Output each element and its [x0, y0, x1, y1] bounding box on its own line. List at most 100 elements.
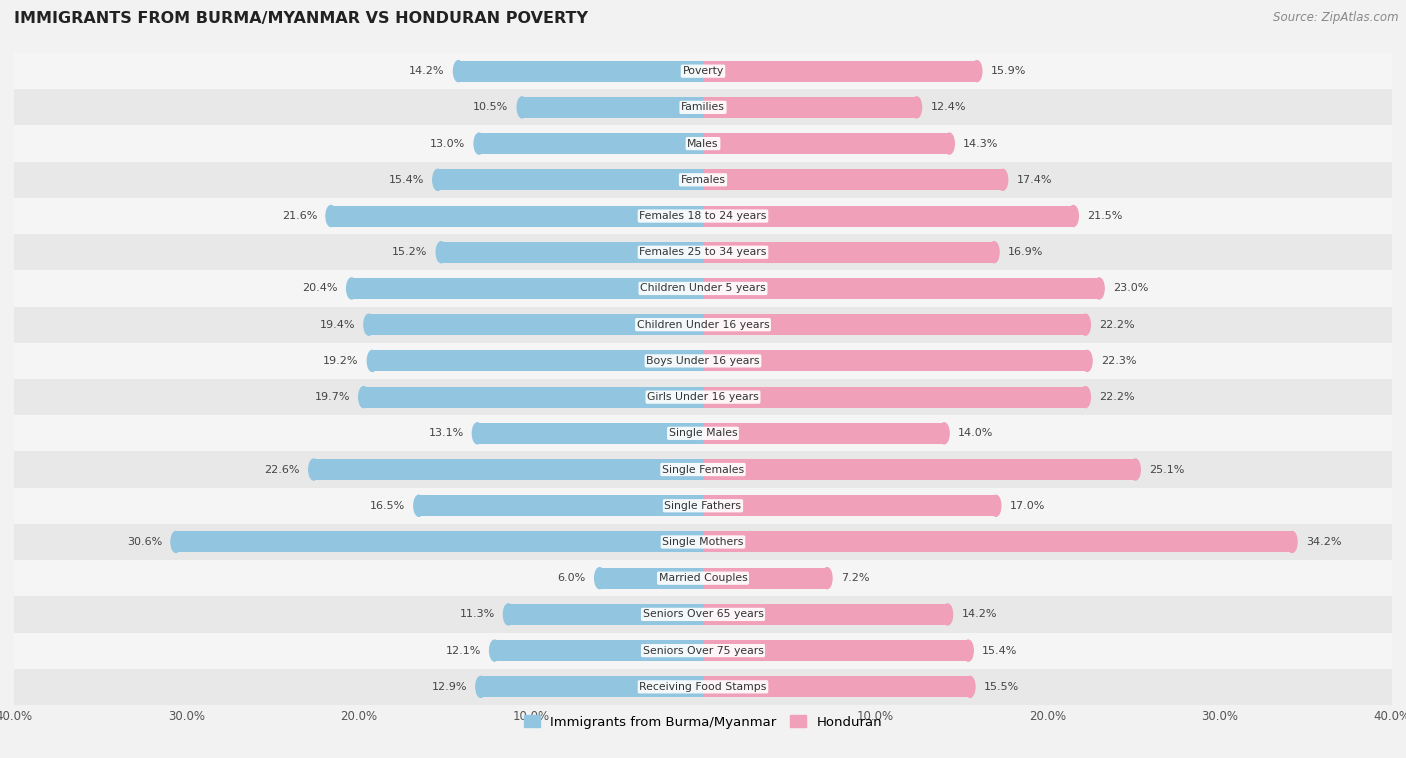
Bar [14, 524, 1392, 560]
Bar [703, 350, 1087, 371]
Text: 23.0%: 23.0% [1114, 283, 1149, 293]
Text: Receiving Food Stamps: Receiving Food Stamps [640, 682, 766, 692]
Circle shape [939, 423, 949, 444]
Bar [14, 632, 1392, 669]
Text: 21.6%: 21.6% [281, 211, 318, 221]
Circle shape [972, 61, 981, 82]
Bar [364, 387, 703, 408]
Bar [703, 133, 949, 154]
Bar [373, 350, 703, 371]
Text: 20.4%: 20.4% [302, 283, 337, 293]
Circle shape [413, 495, 423, 516]
Circle shape [309, 459, 319, 480]
Circle shape [1080, 314, 1091, 335]
Text: 13.0%: 13.0% [430, 139, 465, 149]
Text: Married Couples: Married Couples [658, 573, 748, 583]
Bar [14, 306, 1392, 343]
Bar [330, 205, 703, 227]
Text: 34.2%: 34.2% [1306, 537, 1341, 547]
Circle shape [475, 676, 486, 697]
Bar [509, 604, 703, 625]
Text: 19.4%: 19.4% [319, 320, 356, 330]
Bar [14, 234, 1392, 271]
Circle shape [991, 495, 1001, 516]
Bar [479, 133, 703, 154]
Bar [703, 495, 995, 516]
Bar [14, 669, 1392, 705]
Circle shape [1083, 350, 1092, 371]
Text: Source: ZipAtlas.com: Source: ZipAtlas.com [1274, 11, 1399, 24]
Circle shape [517, 97, 527, 118]
Circle shape [453, 61, 464, 82]
Bar [478, 423, 703, 444]
Text: 12.4%: 12.4% [931, 102, 966, 112]
Circle shape [823, 568, 832, 589]
Bar [14, 379, 1392, 415]
Bar [481, 676, 703, 697]
Circle shape [965, 676, 974, 697]
Circle shape [503, 604, 513, 625]
Bar [419, 495, 703, 516]
Bar [703, 242, 994, 263]
Circle shape [326, 205, 336, 227]
Text: Families: Families [681, 102, 725, 112]
Text: 15.5%: 15.5% [984, 682, 1019, 692]
Text: 16.9%: 16.9% [1008, 247, 1043, 257]
Circle shape [489, 640, 499, 661]
Circle shape [436, 242, 446, 263]
Bar [14, 452, 1392, 487]
Text: 14.3%: 14.3% [963, 139, 998, 149]
Bar [14, 415, 1392, 452]
Circle shape [359, 387, 368, 408]
Bar [368, 314, 703, 335]
Bar [703, 205, 1073, 227]
Text: 22.6%: 22.6% [264, 465, 299, 475]
Bar [14, 560, 1392, 597]
Text: 17.0%: 17.0% [1010, 501, 1045, 511]
Bar [703, 278, 1099, 299]
Bar [703, 423, 945, 444]
Text: 25.1%: 25.1% [1149, 465, 1184, 475]
Text: Seniors Over 65 years: Seniors Over 65 years [643, 609, 763, 619]
Bar [441, 242, 703, 263]
Circle shape [1286, 531, 1298, 553]
Text: Seniors Over 75 years: Seniors Over 75 years [643, 646, 763, 656]
Bar [703, 387, 1085, 408]
Text: 17.4%: 17.4% [1017, 175, 1052, 185]
Bar [14, 271, 1392, 306]
Text: 16.5%: 16.5% [370, 501, 405, 511]
Text: 15.4%: 15.4% [388, 175, 425, 185]
Text: Poverty: Poverty [682, 66, 724, 76]
Bar [599, 568, 703, 589]
Text: 22.3%: 22.3% [1101, 356, 1136, 366]
Circle shape [1080, 387, 1091, 408]
Text: 14.2%: 14.2% [962, 609, 997, 619]
Text: 21.5%: 21.5% [1087, 211, 1122, 221]
Circle shape [347, 278, 357, 299]
Circle shape [364, 314, 374, 335]
Text: 12.1%: 12.1% [446, 646, 481, 656]
Bar [14, 126, 1392, 161]
Circle shape [367, 350, 377, 371]
Bar [703, 604, 948, 625]
Circle shape [998, 169, 1008, 190]
Circle shape [1130, 459, 1140, 480]
Circle shape [1069, 205, 1078, 227]
Bar [703, 314, 1085, 335]
Bar [703, 97, 917, 118]
Text: 19.7%: 19.7% [315, 392, 350, 402]
Bar [437, 169, 703, 190]
Text: Females 25 to 34 years: Females 25 to 34 years [640, 247, 766, 257]
Bar [703, 531, 1292, 553]
Bar [352, 278, 703, 299]
Text: 15.9%: 15.9% [991, 66, 1026, 76]
Circle shape [988, 242, 1000, 263]
Text: 12.9%: 12.9% [432, 682, 467, 692]
Text: Males: Males [688, 139, 718, 149]
Text: 22.2%: 22.2% [1099, 392, 1135, 402]
Bar [14, 198, 1392, 234]
Text: 14.0%: 14.0% [957, 428, 993, 438]
Bar [176, 531, 703, 553]
Legend: Immigrants from Burma/Myanmar, Honduran: Immigrants from Burma/Myanmar, Honduran [519, 710, 887, 735]
Circle shape [433, 169, 443, 190]
